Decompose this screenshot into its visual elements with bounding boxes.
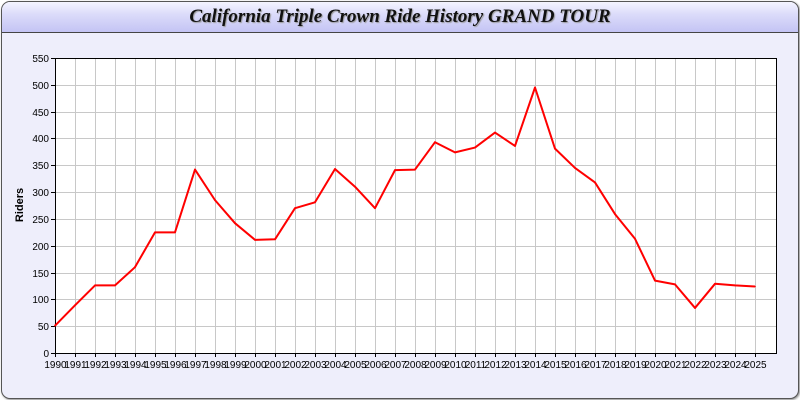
data-point	[734, 284, 736, 287]
x-tick-label: 2004	[324, 360, 347, 371]
x-tick-label: 1990	[44, 360, 67, 371]
data-point	[174, 231, 176, 234]
data-point	[314, 201, 316, 204]
data-point	[594, 181, 596, 184]
y-tick-label: 0	[43, 349, 49, 360]
plot-border	[55, 58, 777, 354]
y-tick-label: 400	[32, 134, 49, 145]
x-tick-label: 1992	[84, 360, 107, 371]
y-tick-label: 100	[32, 295, 49, 306]
data-point	[614, 213, 616, 215]
y-axis-label: Riders	[14, 188, 26, 222]
data-point	[674, 283, 676, 286]
x-tick-label: 2011	[465, 360, 487, 371]
x-tick-label: 2013	[504, 360, 527, 371]
data-point	[654, 279, 656, 282]
x-tick-label: 2023	[704, 360, 727, 371]
y-tick-label: 150	[32, 269, 49, 280]
x-tick-label: 2009	[424, 360, 447, 371]
y-tick-label: 450	[32, 108, 49, 119]
x-tick-label: 2002	[284, 360, 307, 371]
x-tick-label: 1996	[164, 360, 187, 371]
x-tick-label: 2022	[684, 360, 707, 371]
x-tick-label: 2025	[744, 360, 767, 371]
y-tick-label: 550	[32, 54, 49, 65]
x-tick-label: 2021	[664, 360, 687, 371]
y-tick-label: 200	[32, 242, 49, 253]
x-tick-label: 2006	[364, 360, 387, 371]
tick-labels: 0501001502002503003504004505005501990199…	[32, 54, 767, 371]
data-point	[74, 304, 76, 307]
data-point	[214, 199, 216, 201]
x-tick-label: 1997	[184, 360, 207, 371]
data-point	[634, 237, 636, 240]
series-lines	[54, 86, 756, 327]
data-point	[294, 207, 296, 209]
data-point	[334, 168, 336, 170]
x-tick-label: 2024	[724, 360, 747, 371]
data-point	[94, 284, 96, 287]
data-point	[234, 222, 236, 224]
x-tick-label: 2005	[344, 360, 367, 371]
data-point	[494, 131, 496, 134]
data-point	[394, 169, 396, 171]
series-line	[54, 86, 756, 327]
data-point	[534, 86, 536, 89]
x-tick-label: 2001	[264, 360, 287, 371]
x-tick-label: 1994	[124, 360, 147, 371]
x-tick-label: 2020	[644, 360, 667, 371]
data-point	[354, 185, 356, 188]
x-tick-label: 1991	[64, 360, 87, 371]
y-tick-label: 500	[32, 81, 49, 92]
data-point	[454, 151, 456, 154]
axes	[51, 58, 777, 357]
data-point	[554, 147, 556, 150]
data-point	[714, 283, 716, 285]
data-point	[754, 285, 756, 288]
y-tick-label: 250	[32, 215, 49, 226]
data-point	[434, 141, 436, 144]
x-tick-label: 2016	[564, 360, 587, 371]
y-tick-label: 50	[38, 322, 50, 333]
data-point	[134, 266, 136, 268]
data-point	[574, 167, 576, 169]
y-tick-label: 300	[32, 188, 49, 199]
y-tick-label: 350	[32, 161, 49, 172]
x-tick-label: 2003	[304, 360, 327, 371]
x-tick-label: 2010	[444, 360, 467, 371]
x-tick-label: 2007	[384, 360, 407, 371]
x-tick-label: 2015	[544, 360, 567, 371]
data-point	[474, 146, 476, 149]
data-point	[114, 284, 116, 287]
data-point	[374, 207, 376, 209]
data-point	[414, 168, 416, 171]
data-point	[194, 168, 196, 171]
data-point	[54, 324, 56, 327]
data-point	[694, 307, 696, 309]
x-tick-label: 2012	[484, 360, 507, 371]
x-tick-label: 1995	[144, 360, 167, 371]
x-tick-label: 1993	[104, 360, 127, 371]
data-point	[514, 145, 516, 147]
x-tick-label: 2019	[624, 360, 647, 371]
title-bar: California Triple Crown Ride History GRA…	[2, 2, 798, 33]
x-tick-label: 2000	[244, 360, 267, 371]
data-point	[274, 238, 276, 241]
x-tick-label: 1998	[204, 360, 227, 371]
x-tick-label: 2014	[524, 360, 547, 371]
x-tick-label: 1999	[224, 360, 247, 371]
x-tick-label: 2018	[604, 360, 627, 371]
data-point	[154, 231, 156, 234]
x-tick-label: 2008	[404, 360, 427, 371]
x-tick-label: 2017	[584, 360, 607, 371]
data-point	[254, 239, 256, 241]
chart-title: California Triple Crown Ride History GRA…	[189, 6, 611, 27]
